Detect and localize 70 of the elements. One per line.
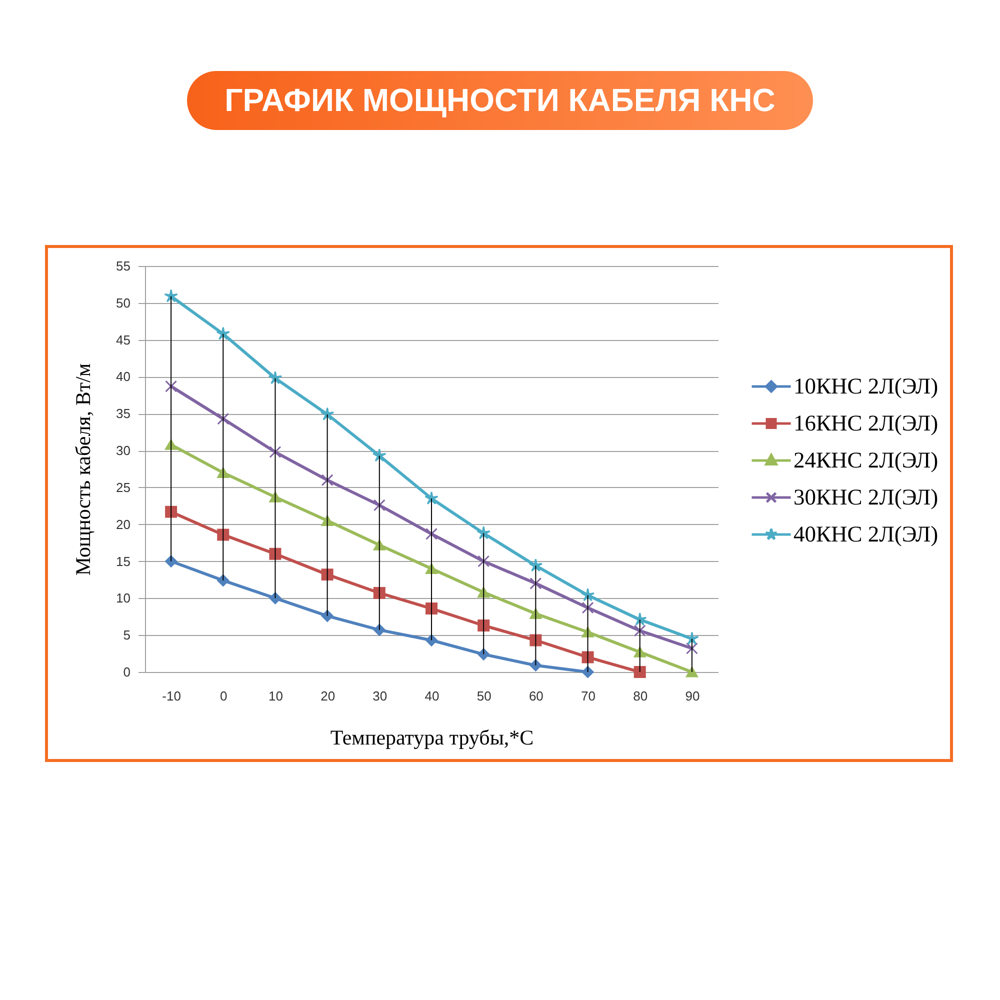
x-axis-title: Температура трубы,*C (330, 726, 534, 750)
point (216, 326, 230, 340)
x-tick-label: 70 (581, 688, 596, 704)
point (478, 555, 490, 568)
y-tick-label: 0 (123, 664, 130, 680)
x-tick-label: 80 (633, 688, 648, 704)
legend-label: 24КНС 2Л(ЭЛ) (794, 448, 938, 472)
x-tick-label: 40 (424, 688, 440, 704)
point (686, 642, 698, 654)
y-tick-label: 55 (116, 258, 130, 274)
point (268, 370, 282, 384)
point (320, 407, 334, 420)
y-tick-label: 40 (116, 369, 130, 384)
y-tick-label: 25 (116, 480, 130, 495)
point (634, 666, 646, 678)
point (164, 288, 178, 302)
point (269, 548, 282, 560)
point (165, 380, 178, 392)
x-tick-label: 20 (320, 688, 336, 704)
point (478, 648, 490, 660)
x-tick-label: -10 (162, 688, 181, 704)
y-tick-label: 15 (116, 554, 130, 569)
point (321, 568, 334, 581)
point (269, 446, 282, 458)
point (217, 412, 230, 425)
point (217, 528, 230, 541)
point (530, 659, 542, 672)
x-tick-label: 0 (220, 688, 228, 704)
y-tick-label: 30 (116, 443, 130, 458)
point (217, 574, 230, 586)
legend-label: 30КНС 2Л(ЭЛ) (794, 484, 938, 510)
x-tick-label: 30 (372, 688, 388, 704)
point (373, 624, 386, 636)
point (582, 666, 594, 678)
legend-label: 16КНС 2Л(ЭЛ) (794, 410, 938, 436)
point (426, 528, 438, 540)
y-tick-label: 45 (116, 332, 130, 348)
point (269, 592, 282, 604)
point (530, 577, 542, 590)
y-tick-label: 50 (116, 295, 130, 310)
point (582, 651, 594, 664)
point (632, 612, 647, 626)
point (372, 448, 386, 462)
point (686, 666, 698, 678)
point (580, 588, 595, 602)
point (478, 620, 490, 632)
x-tick-label: 90 (685, 688, 700, 704)
y-tick-label: 35 (116, 406, 130, 422)
point (373, 587, 386, 600)
x-tick-label: 50 (476, 688, 492, 704)
point (424, 491, 438, 505)
point (373, 499, 386, 512)
point (165, 506, 178, 518)
y-tick-label: 5 (123, 628, 130, 643)
point (634, 624, 646, 637)
point (321, 474, 334, 486)
y-tick-label: 20 (116, 516, 130, 532)
chart-title: ГРАФИК МОЩНОСТИ КАБЕЛЯ КНС (187, 71, 813, 130)
point (582, 602, 594, 614)
x-tick-label: 60 (528, 688, 544, 704)
point (321, 610, 334, 622)
point (476, 526, 491, 540)
point (530, 634, 542, 646)
x-tick-label: 10 (268, 688, 283, 704)
point (165, 555, 178, 568)
legend-label: 40КНС 2Л(ЭЛ) (794, 522, 938, 546)
point (528, 558, 543, 572)
y-axis-title: Мощность кабеля, Вт/м (71, 363, 96, 576)
legend-label: 10КНС 2Л(ЭЛ) (794, 374, 938, 398)
y-tick-label: 10 (116, 590, 130, 606)
